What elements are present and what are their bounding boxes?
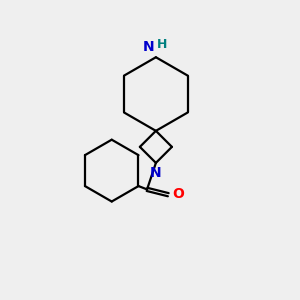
Text: N: N (143, 40, 154, 54)
Text: N: N (150, 166, 162, 180)
Text: H: H (157, 38, 168, 51)
Text: O: O (172, 187, 184, 201)
